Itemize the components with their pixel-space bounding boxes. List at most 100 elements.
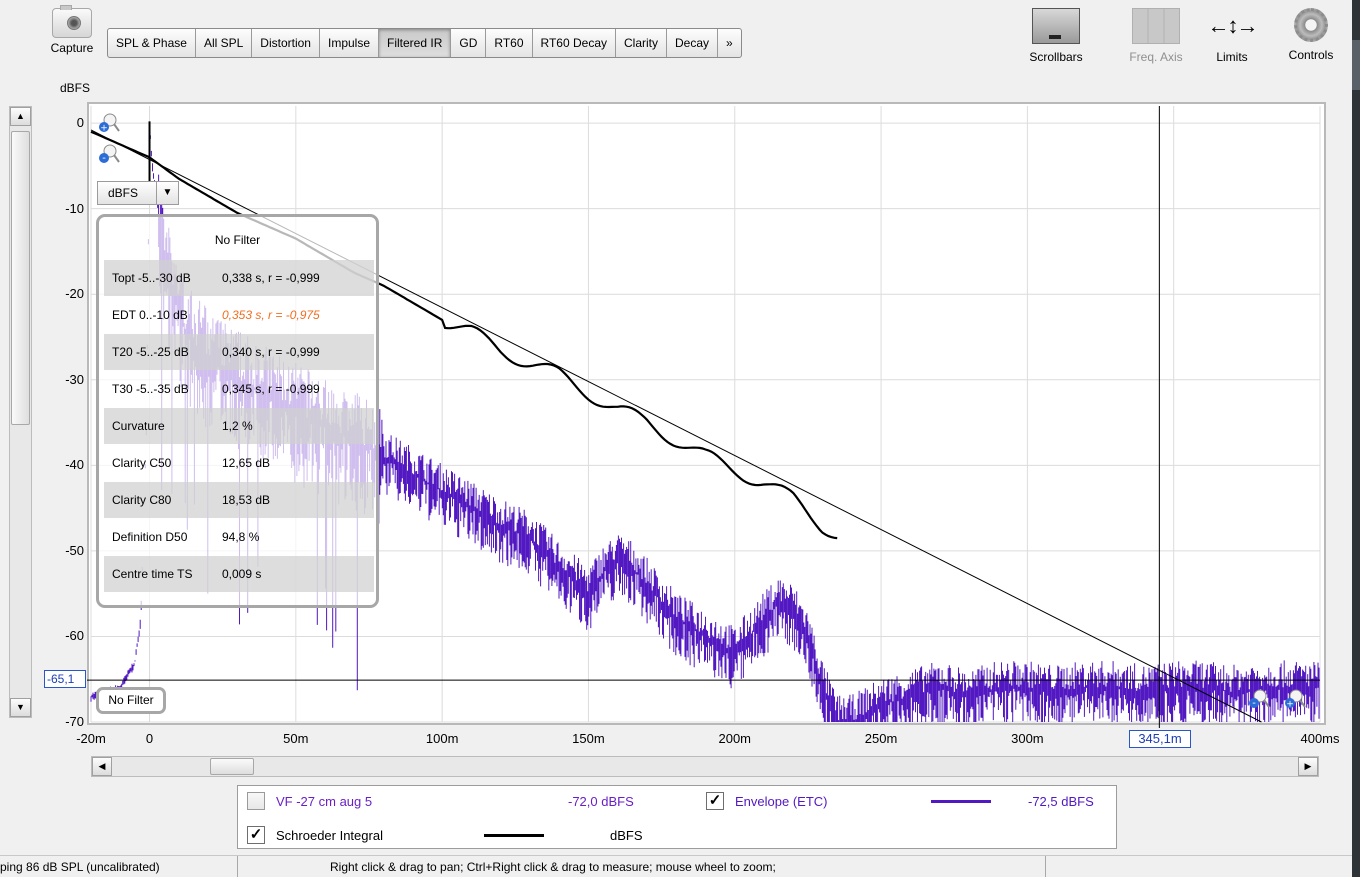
y-tick-label: -60	[65, 628, 84, 644]
result-row: Clarity C50 12,65 dB	[104, 445, 374, 481]
scrollbars-label: Scrollbars	[1029, 50, 1083, 64]
y-tick-label: -10	[65, 200, 84, 216]
scroll-left-button[interactable]: ◀	[92, 757, 112, 776]
tab-impulse[interactable]: Impulse	[320, 29, 380, 57]
result-value: 94,8 %	[222, 530, 260, 544]
status-bar: ping 86 dB SPL (uncalibrated) Right clic…	[0, 855, 1352, 877]
capture-button[interactable]: Capture	[40, 5, 104, 70]
legend-name: Envelope (ETC)	[735, 793, 828, 809]
vertical-scroll-thumb[interactable]	[11, 131, 30, 425]
tab-clarity[interactable]: Clarity	[616, 29, 668, 57]
result-row: Clarity C80 18,53 dB	[104, 482, 374, 518]
tab-filtered-ir[interactable]: Filtered IR	[379, 29, 452, 57]
gear-icon	[1294, 8, 1328, 42]
tab-more-button[interactable]: »	[726, 36, 733, 50]
status-separator	[1045, 856, 1046, 877]
x-tick-label: -20m	[76, 731, 106, 746]
result-key: Centre time TS	[112, 567, 193, 581]
tab-distortion[interactable]: Distortion	[252, 29, 320, 57]
tab-all-spl[interactable]: All SPL	[196, 29, 253, 57]
y-tick-label: -70	[65, 714, 84, 729]
svg-text:+: +	[1286, 700, 1294, 710]
x-tick-label: 200m	[718, 731, 752, 746]
y-tick-label: -50	[65, 542, 84, 558]
tab-gd[interactable]: GD	[451, 29, 487, 57]
cursor-x-readout: 345,1m	[1129, 730, 1191, 748]
result-key: Curvature	[112, 419, 165, 433]
tab-rt60-decay[interactable]: RT60 Decay	[533, 29, 616, 57]
limits-button[interactable]: ←↕→ Limits	[1192, 8, 1272, 64]
x-zoom-in-icon[interactable]: +	[1284, 688, 1306, 710]
filter-tag[interactable]: No Filter	[96, 687, 166, 714]
result-row: Centre time TS 0,009 s	[104, 556, 374, 592]
cursor-y-readout: -65,1	[44, 670, 86, 688]
scroll-up-button[interactable]: ▲	[10, 107, 31, 126]
legend-item-vf[interactable]	[247, 790, 265, 812]
legend-value: -72,5 dBFS	[1028, 793, 1094, 809]
controls-button[interactable]: Controls	[1271, 8, 1351, 62]
x-tick-label: 300m	[1011, 731, 1044, 746]
svg-text:-: -	[102, 153, 106, 164]
result-row: Definition D50 94,8 %	[104, 519, 374, 555]
result-row: Topt -5..-30 dB 0,338 s, r = -0,999	[104, 260, 374, 296]
svg-text:+: +	[100, 124, 108, 134]
legend-value: -72,0 dBFS	[568, 793, 634, 809]
result-value: 18,53 dB	[222, 493, 271, 507]
graph-tabs: SPL & Phase All SPL Distortion Impulse F…	[107, 28, 742, 58]
result-value-warning: 0,353 s, r = -0,975	[222, 308, 320, 322]
units-dropdown[interactable]: dBFS ▼	[97, 181, 179, 205]
result-value: 0,340 s, r = -0,999	[222, 345, 320, 359]
freq-axis-button[interactable]: Freq. Axis	[1116, 8, 1196, 64]
move-arrows-icon: ←↕→	[1207, 13, 1259, 38]
result-key: Definition D50	[112, 530, 188, 544]
y-tick-label: -40	[65, 457, 84, 473]
scrollbars-button[interactable]: Scrollbars	[1016, 8, 1096, 64]
result-value: 1,2 %	[222, 419, 253, 433]
horizontal-scroll-thumb[interactable]	[210, 758, 254, 775]
legend-checkbox[interactable]	[247, 792, 265, 810]
result-key: Clarity C50	[112, 456, 172, 470]
result-key: Topt -5..-30 dB	[112, 271, 191, 285]
legend-swatch-row	[484, 824, 544, 846]
legend-swatch	[931, 799, 991, 803]
schroeder-integral-series	[90, 130, 838, 540]
x-tick-label: 250m	[864, 731, 898, 746]
result-value: 0,345 s, r = -0,999	[222, 382, 320, 396]
legend-item-envelope[interactable]: ✓	[706, 790, 724, 812]
result-key: T30 -5..-35 dB	[112, 382, 189, 396]
legend-name: Schroeder Integral	[276, 827, 383, 843]
y-axis-unit-label: dBFS	[60, 81, 91, 95]
result-value: 0,338 s, r = -0,999	[222, 271, 320, 285]
zoom-out-icon[interactable]: -	[98, 143, 120, 165]
x-zoom-out-icon[interactable]: -	[1248, 688, 1270, 710]
scroll-right-button[interactable]: ▶	[1298, 757, 1318, 776]
horizontal-scrollbar[interactable]: ◀ ▶	[91, 756, 1319, 777]
scroll-down-button[interactable]: ▼	[10, 698, 31, 717]
result-key: Clarity C80	[112, 493, 172, 507]
tab-decay[interactable]: Decay	[667, 29, 719, 57]
status-separator	[237, 856, 238, 877]
legend-checkbox[interactable]: ✓	[247, 826, 265, 844]
zoom-in-icon[interactable]: +	[98, 112, 120, 134]
capture-label: Capture	[50, 41, 94, 55]
x-tick-label: 400ms	[1300, 731, 1340, 746]
tab-rt60[interactable]: RT60	[486, 29, 533, 57]
legend-name: VF -27 cm aug 5	[276, 793, 373, 809]
x-tick-label: 100m	[425, 731, 459, 746]
tab-spl-phase[interactable]: SPL & Phase	[108, 29, 196, 57]
x-tick-label: 150m	[572, 731, 605, 746]
result-key: EDT 0..-10 dB	[112, 308, 188, 322]
y-tick-label: 0	[76, 115, 84, 131]
chevron-down-icon[interactable]: ▼	[156, 182, 178, 204]
units-dropdown-value: dBFS	[108, 186, 139, 200]
controls-label: Controls	[1288, 48, 1334, 62]
legend-item-schroeder[interactable]: ✓	[247, 824, 265, 846]
legend-checkbox[interactable]: ✓	[706, 792, 724, 810]
legend-swatch	[484, 833, 544, 837]
decay-results-panel: No Filter Topt -5..-30 dB 0,338 s, r = -…	[96, 214, 379, 608]
result-key: T20 -5..-25 dB	[112, 345, 189, 359]
result-row: Curvature 1,2 %	[104, 408, 374, 444]
vertical-scrollbar[interactable]: ▲ ▼	[9, 106, 32, 718]
result-row: EDT 0..-10 dB 0,353 s, r = -0,975	[104, 297, 374, 333]
status-left: ping 86 dB SPL (uncalibrated)	[0, 860, 160, 874]
